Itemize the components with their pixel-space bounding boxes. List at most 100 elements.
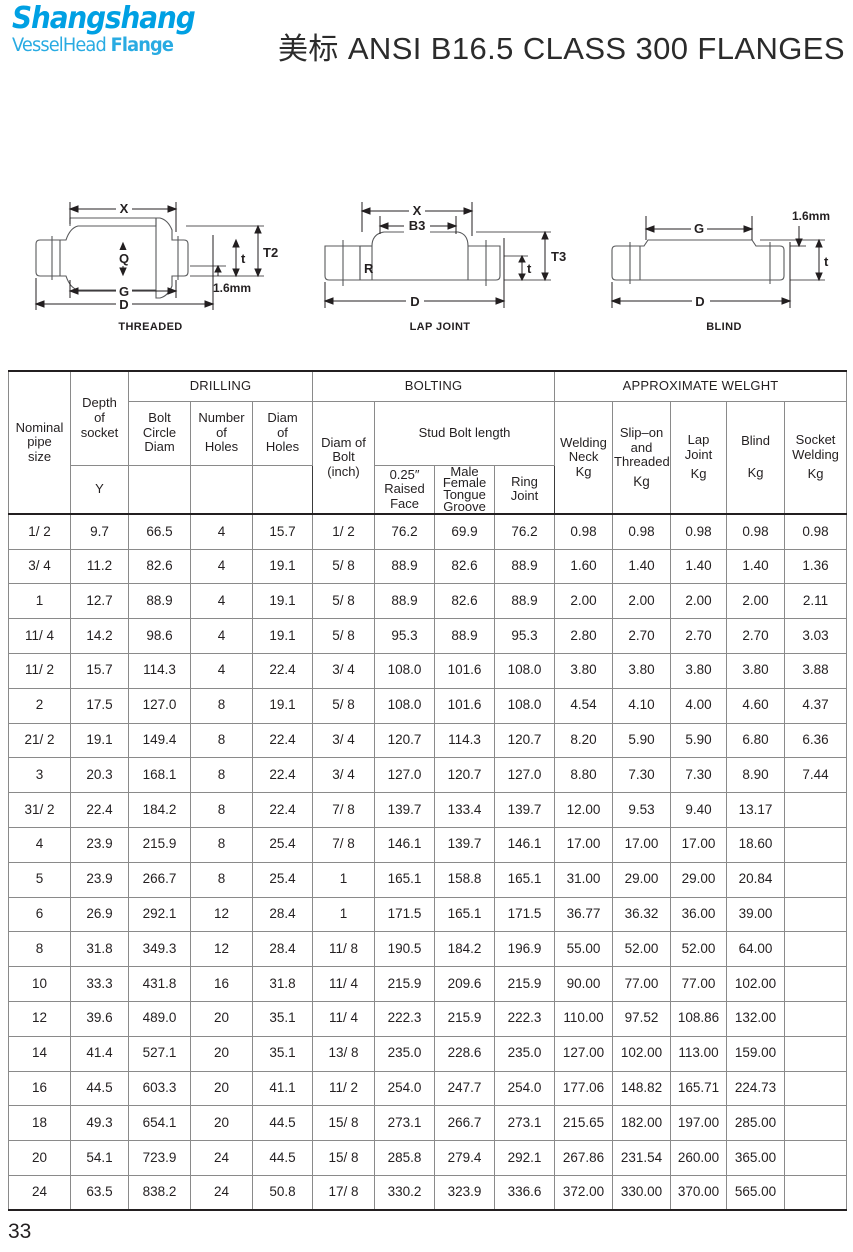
th-ljw-unit: Kg — [690, 466, 707, 482]
cell-y: 33.3 — [70, 966, 129, 1002]
cell-wn: 2.80 — [554, 618, 614, 654]
cell-so: 4.10 — [612, 687, 672, 724]
company-logo: Shangshang VesselHead Flange — [12, 4, 212, 57]
cell-wn: 8.20 — [554, 722, 614, 759]
cell-boltdia: 7/ 8 — [312, 792, 376, 828]
cell-bl: 4.60 — [726, 687, 786, 724]
th-blind-weight: Blind Kg — [726, 400, 786, 515]
cell-boltdia: 5/ 8 — [312, 548, 376, 585]
cell-boltdia: 11/ 8 — [312, 931, 376, 968]
cell-bcd: 66.5 — [128, 513, 191, 550]
cell-bl: 20.84 — [726, 861, 786, 898]
cell-size: 24 — [8, 1174, 71, 1212]
cell-bcd: 149.4 — [128, 722, 191, 759]
cell-size: 11/ 4 — [8, 618, 71, 654]
cell-bcd: 127.0 — [128, 687, 191, 724]
cell-rf: 254.0 — [374, 1070, 436, 1107]
th-mftg-l4: Groove — [443, 499, 486, 515]
cell-size: 6 — [8, 896, 71, 933]
cell-mf: 114.3 — [434, 722, 496, 759]
cell-mf: 215.9 — [434, 1000, 496, 1037]
label-d: D — [410, 294, 419, 309]
label-g: G — [694, 221, 704, 236]
table-row: 3/ 4 11.2 82.6 4 19.1 5/ 8 88.9 82.6 88.9 1.60 1.4… — [8, 548, 848, 585]
th-depth-l2: of — [94, 409, 105, 425]
cell-mf: 82.6 — [434, 583, 496, 620]
table-body: 1/ 2 9.7 66.5 4 15.7 1/ 2 76.2 69.9 76.2 0.98 0.98… — [8, 513, 848, 1212]
cell-sw — [784, 1070, 848, 1107]
cell-bl: 39.00 — [726, 896, 786, 933]
cell-wn: 3.80 — [554, 653, 614, 689]
cell-bcd: 723.9 — [128, 1140, 191, 1176]
cell-holedia: 22.4 — [251, 757, 314, 794]
table-row: 4 23.9 215.9 8 25.4 7/ 8 146.1 139.7 146.1 17.00 1… — [8, 826, 848, 863]
cell-sw — [784, 826, 848, 863]
cell-bl: 132.00 — [726, 1000, 786, 1037]
cell-holedia: 35.1 — [251, 1000, 314, 1037]
cell-sw: 3.88 — [784, 653, 848, 689]
th-ljw-l2: Joint — [684, 446, 713, 462]
cell-holes: 4 — [190, 583, 253, 620]
cell-mf: 101.6 — [434, 687, 496, 724]
cell-holedia: 28.4 — [251, 931, 314, 968]
cell-lj: 113.00 — [670, 1035, 728, 1072]
table-head: Nominal pipe size Depth of socket DRILLI… — [8, 370, 848, 515]
cell-wn: 55.00 — [554, 931, 614, 968]
cell-holedia: 25.4 — [251, 861, 314, 898]
cell-bcd: 838.2 — [128, 1174, 191, 1212]
cell-holes: 4 — [190, 548, 253, 585]
logo-tagline-flange: Flange — [110, 35, 174, 56]
cell-rj: 273.1 — [494, 1105, 556, 1142]
cell-rj: 88.9 — [494, 583, 556, 620]
th-ljw-l1: Lap — [687, 432, 710, 448]
cell-size: 18 — [8, 1105, 71, 1142]
cell-sw — [784, 1140, 848, 1176]
th-bcd-l3: Diam — [144, 439, 175, 455]
table-row: 8 31.8 349.3 12 28.4 11/ 8 190.5 184.2 196.9 55.0… — [8, 931, 848, 968]
th-doh-l1: Diam — [267, 410, 298, 426]
table-row: 14 41.4 527.1 20 35.1 13/ 8 235.0 228.6 235.0 127… — [8, 1035, 848, 1072]
cell-rj: 108.0 — [494, 687, 556, 724]
cell-lj: 197.00 — [670, 1105, 728, 1142]
label-d: D — [695, 294, 704, 309]
table-row: 1 12.7 88.9 4 19.1 5/ 8 88.9 82.6 88.9 2.00 2.00 2.… — [8, 583, 848, 620]
cell-sw — [784, 1174, 848, 1212]
cell-wn: 12.00 — [554, 792, 614, 828]
cell-so: 231.54 — [612, 1140, 672, 1176]
cell-bcd: 215.9 — [128, 826, 191, 863]
cell-rf: 95.3 — [374, 618, 436, 654]
th-rj-l2: Joint — [510, 488, 539, 504]
cell-bl: 8.90 — [726, 757, 786, 794]
cell-holedia: 28.4 — [251, 896, 314, 933]
cell-lj: 0.98 — [670, 513, 728, 550]
th-doh-l3: Holes — [265, 439, 300, 455]
cell-holes: 24 — [190, 1174, 253, 1212]
cell-mf: 247.7 — [434, 1070, 496, 1107]
cell-sw — [784, 1000, 848, 1037]
th-mftg-l1: Male — [450, 463, 479, 479]
cell-rf: 139.7 — [374, 792, 436, 828]
page-title: 美标 ANSI B16.5 CLASS 300 FLANGES — [278, 24, 845, 68]
cell-size: 3/ 4 — [8, 548, 71, 585]
cell-so: 330.00 — [612, 1174, 672, 1212]
cell-boltdia: 1/ 2 — [312, 513, 376, 550]
th-depth-l3: socket — [80, 424, 119, 440]
cell-mf: 133.4 — [434, 792, 496, 828]
cell-rf: 171.5 — [374, 896, 436, 933]
cell-bl: 565.00 — [726, 1174, 786, 1212]
cell-boltdia: 3/ 4 — [312, 653, 376, 689]
th-depth-l1: Depth — [82, 395, 117, 411]
cell-y: 26.9 — [70, 896, 129, 933]
cell-so: 97.52 — [612, 1000, 672, 1037]
cell-bcd: 527.1 — [128, 1035, 191, 1072]
cell-bl: 3.80 — [726, 653, 786, 689]
th-diam-of-holes: Diam of Holes — [251, 400, 314, 466]
th-group-drilling: DRILLING — [127, 370, 314, 402]
cell-rf: 222.3 — [374, 1000, 436, 1037]
diagram-threaded: X Q G D t T2 1.6mm THREADED — [8, 180, 293, 333]
cell-so: 1.40 — [612, 548, 672, 585]
cell-bl: 2.70 — [726, 618, 786, 654]
cell-rj: 222.3 — [494, 1000, 556, 1037]
th-wn-unit: Kg — [575, 463, 592, 479]
label-t2: T2 — [263, 245, 278, 260]
